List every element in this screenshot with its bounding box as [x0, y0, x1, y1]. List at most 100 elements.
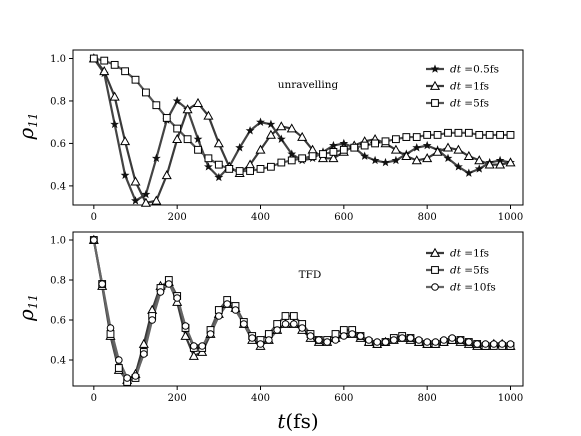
x-tick-label: 0 [91, 212, 97, 223]
data-point [390, 144, 401, 154]
unravelling-panel: 0 200 400 600 800 1000 0.4 0.6 0.8 1.0 ρ11 unravell… [14, 49, 524, 223]
data-point [204, 154, 213, 163]
data-point [433, 131, 442, 139]
data-point [423, 131, 432, 139]
data-point [498, 340, 506, 348]
series-line-triangle [92, 239, 511, 382]
data-point [440, 336, 448, 344]
data-point [390, 336, 398, 344]
data-point [198, 342, 206, 350]
data-point [223, 300, 231, 308]
data-point [290, 320, 298, 328]
data-point [148, 316, 156, 324]
y-axis-label-symbol: ρ [14, 309, 38, 322]
x-tick-label: 800 [418, 212, 437, 223]
x-tick-label: 0 [91, 393, 97, 404]
data-point [474, 155, 485, 165]
data-point [422, 153, 433, 163]
data-point [370, 155, 380, 165]
plot-frame [72, 231, 524, 387]
data-point [182, 104, 193, 114]
data-point [213, 138, 224, 148]
legend-label-value: =5fs [461, 98, 489, 110]
legend-label: dt =5fs [450, 98, 489, 110]
legend-label: dt =1fs [450, 248, 489, 260]
y-tick-label: 0.4 [50, 356, 66, 367]
data-point [465, 338, 473, 346]
data-point [398, 334, 406, 342]
data-point [90, 236, 98, 244]
data-point [328, 153, 339, 163]
data-point [412, 133, 421, 141]
y-tick-label: 0.8 [50, 96, 66, 107]
data-point [506, 340, 515, 348]
data-point [485, 131, 494, 139]
data-point [100, 56, 109, 65]
data-point [443, 153, 453, 163]
x-tick-label: 1000 [498, 212, 523, 223]
data-point [505, 157, 516, 167]
data-point [381, 157, 390, 167]
legend-marker [431, 266, 439, 274]
y-axis-label-symbol: ρ [14, 128, 38, 141]
y-tick-label: 1.0 [50, 54, 66, 65]
data-point [315, 336, 323, 344]
legend-marker [431, 99, 439, 107]
data-point [165, 280, 173, 288]
data-point [350, 143, 359, 152]
panel-annotation: unravelling [278, 79, 339, 91]
legend-label-var: dt [450, 81, 462, 93]
legend-label-var: dt [450, 248, 462, 260]
data-point [391, 155, 401, 165]
data-point [339, 145, 348, 154]
data-point [348, 330, 356, 338]
y-tick-label: 0.8 [50, 276, 66, 287]
data-point [142, 88, 150, 97]
data-point [453, 144, 464, 154]
data-point [448, 334, 456, 342]
data-point [422, 140, 432, 150]
data-point [356, 332, 365, 340]
data-point [109, 91, 120, 101]
data-point [240, 320, 248, 328]
data-point [203, 110, 214, 120]
x-tick-label: 600 [334, 212, 353, 223]
data-point [381, 338, 390, 346]
data-point [431, 338, 440, 346]
data-point [277, 158, 286, 167]
x-tick-label: 400 [251, 393, 270, 404]
data-point [120, 170, 130, 180]
data-point [481, 340, 490, 348]
data-point [123, 374, 131, 382]
data-point [319, 150, 327, 158]
data-point [411, 155, 422, 165]
data-point [297, 131, 308, 141]
legend-marker [429, 80, 441, 90]
data-point [423, 338, 431, 346]
x-tick-label: 200 [168, 393, 187, 404]
data-point [151, 153, 161, 163]
data-point [406, 334, 415, 342]
data-point [180, 330, 191, 340]
data-point [110, 119, 120, 129]
data-point [214, 172, 224, 182]
legend-label-var: dt [450, 282, 462, 294]
data-point [188, 350, 199, 360]
legend-marker [429, 247, 441, 257]
data-point [287, 149, 297, 158]
data-point [328, 140, 338, 150]
y-tick-label: 0.6 [50, 139, 66, 150]
legend-marker [431, 283, 439, 291]
y-tick-label: 1.0 [50, 236, 66, 247]
data-point [173, 294, 181, 302]
data-point [373, 338, 381, 346]
data-point [99, 66, 110, 76]
data-point [281, 320, 290, 328]
legend-label-value: =0.5fs [461, 64, 499, 76]
data-point [475, 131, 484, 139]
data-point [331, 336, 340, 344]
data-point [381, 137, 390, 146]
data-point [463, 150, 474, 161]
data-point [265, 336, 273, 344]
